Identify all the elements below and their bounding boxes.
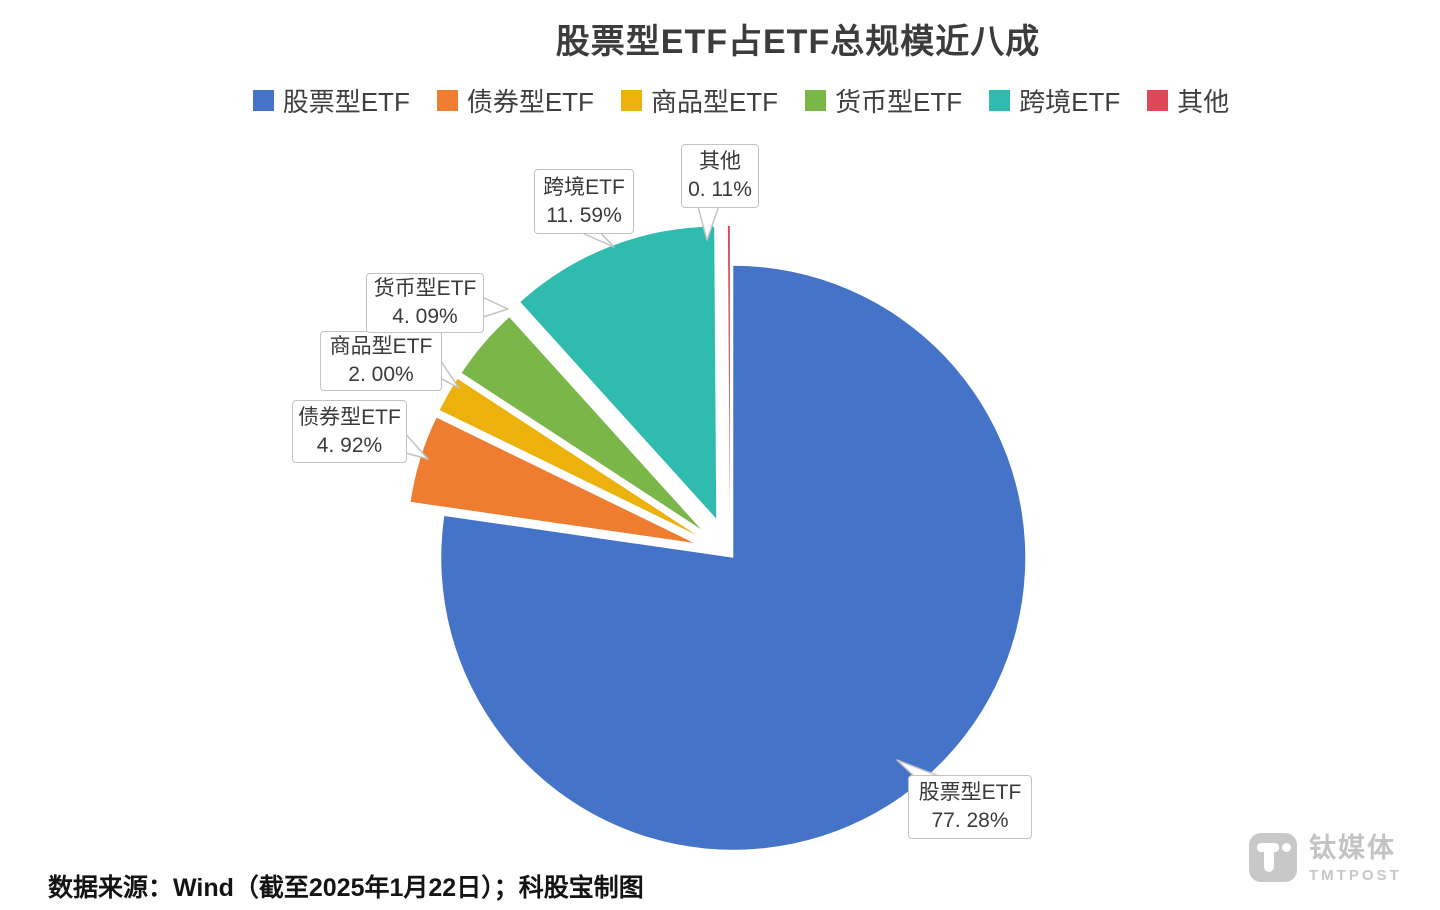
callout-name: 其他 xyxy=(699,150,741,173)
pie-slice-5 xyxy=(520,226,717,519)
callout-name: 股票型ETF xyxy=(918,781,1022,804)
pie-slice-6 xyxy=(727,226,730,517)
legend-item-crossborder-etf: 跨境ETF xyxy=(989,82,1120,119)
legend-swatch-icon xyxy=(620,90,642,111)
legend-label: 债券型ETF xyxy=(466,87,594,117)
legend-label: 其他 xyxy=(1177,87,1230,117)
legend-swatch-icon xyxy=(1147,90,1169,111)
callout-commodity-etf: 商品型ETF 2. 00% xyxy=(320,331,442,391)
legend-swatch-icon xyxy=(989,90,1011,111)
tmtpost-watermark: 钛媒体 TMTPOST xyxy=(1249,833,1402,886)
callout-equity-etf: 股票型ETF 77. 28% xyxy=(908,775,1032,839)
data-source-note: 数据来源：Wind（截至2025年1月22日）；科股宝制图 xyxy=(48,874,644,902)
pie-slice-3 xyxy=(439,378,697,536)
callout-name: 商品型ETF xyxy=(329,335,433,358)
legend-item-equity-etf: 股票型ETF xyxy=(252,82,410,119)
pie-slice-4 xyxy=(461,317,702,530)
watermark-brand-en: TMTPOST xyxy=(1309,867,1402,884)
watermark-brand-cn: 钛媒体 xyxy=(1309,833,1396,863)
legend-item-money-etf: 货币型ETF xyxy=(805,82,962,119)
callout-bond-etf: 债券型ETF 4. 92% xyxy=(292,400,407,463)
legend-label: 货币型ETF xyxy=(835,87,963,117)
legend-item-other: 其他 xyxy=(1147,82,1229,119)
legend-item-bond-etf: 债券型ETF xyxy=(436,82,594,119)
legend-swatch-icon xyxy=(436,90,458,111)
legend-item-commodity-etf: 商品型ETF xyxy=(620,82,779,119)
callout-name: 跨境ETF xyxy=(543,175,625,199)
pie-slice-1 xyxy=(441,265,1026,850)
chart-title: 股票型ETF占ETF总规模近八成 xyxy=(555,23,1041,61)
legend: 股票型ETF 债券型ETF 商品型ETF 货币型ETF 跨境ETF 其他 xyxy=(21,82,1440,119)
callout-crossborder-etf: 跨境ETF 11. 59% xyxy=(534,169,634,234)
callout-percent: 4. 09% xyxy=(392,305,458,328)
callout-percent: 77. 28% xyxy=(931,809,1009,832)
legend-label: 股票型ETF xyxy=(282,87,410,117)
callout-name: 债券型ETF xyxy=(298,405,401,429)
callout-percent: 0. 11% xyxy=(688,178,752,201)
callout-percent: 2. 00% xyxy=(348,363,414,386)
pie-slice-2 xyxy=(410,417,694,543)
legend-swatch-icon xyxy=(805,90,827,111)
callout-percent: 11. 59% xyxy=(546,203,622,227)
callout-name: 货币型ETF xyxy=(373,277,477,300)
tmtpost-logo-icon xyxy=(1249,833,1297,882)
legend-label: 商品型ETF xyxy=(650,87,779,117)
callout-percent: 4. 92% xyxy=(316,433,383,457)
callout-other: 其他 0. 11% xyxy=(681,144,759,208)
callout-money-etf: 货币型ETF 4. 09% xyxy=(366,273,484,333)
legend-label: 跨境ETF xyxy=(1019,87,1121,117)
callout-tail-money-etf xyxy=(479,295,509,319)
legend-swatch-icon xyxy=(252,90,274,111)
